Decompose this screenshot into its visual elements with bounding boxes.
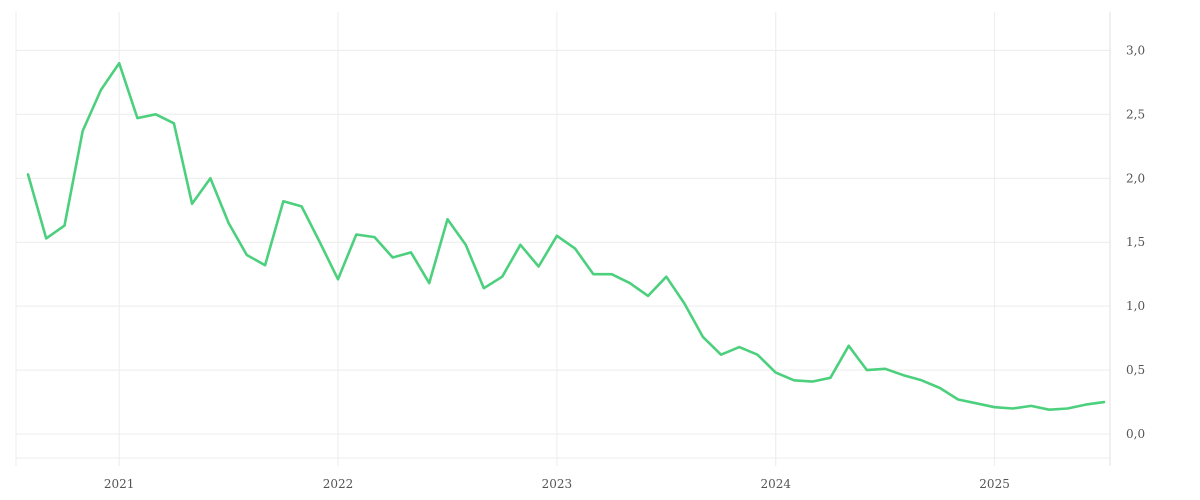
data-point[interactable] (554, 233, 560, 239)
data-point[interactable] (682, 301, 688, 307)
x-tick-label: 2023 (542, 477, 573, 491)
data-point[interactable] (335, 276, 341, 282)
data-point[interactable] (171, 120, 177, 126)
data-point[interactable] (645, 293, 651, 299)
data-point[interactable] (663, 274, 669, 280)
data-point[interactable] (445, 216, 451, 222)
data-point[interactable] (189, 201, 195, 207)
data-point[interactable] (1028, 403, 1034, 409)
data-point[interactable] (791, 377, 797, 383)
data-point[interactable] (755, 352, 761, 358)
data-point[interactable] (408, 249, 414, 255)
data-point[interactable] (25, 171, 31, 177)
x-tick-label: 2025 (979, 477, 1010, 491)
data-point[interactable] (207, 175, 213, 181)
data-point[interactable] (1065, 406, 1071, 412)
data-point[interactable] (517, 242, 523, 248)
data-point[interactable] (226, 220, 232, 226)
y-tick-label: 0,5 (1126, 363, 1145, 377)
data-point[interactable] (43, 235, 49, 241)
data-point[interactable] (536, 264, 542, 270)
data-point[interactable] (98, 87, 104, 93)
data-point[interactable] (973, 400, 979, 406)
y-tick-label: 2,0 (1126, 171, 1145, 185)
data-point[interactable] (299, 203, 305, 209)
data-point[interactable] (280, 198, 286, 204)
data-point[interactable] (992, 404, 998, 410)
y-tick-label: 2,5 (1126, 107, 1145, 121)
data-point[interactable] (736, 344, 742, 350)
data-point[interactable] (773, 370, 779, 376)
data-point[interactable] (390, 255, 396, 261)
data-point[interactable] (590, 271, 596, 277)
series-line (26, 61, 1106, 412)
data-point[interactable] (937, 385, 943, 391)
data-point[interactable] (153, 111, 159, 117)
data-point[interactable] (882, 366, 888, 372)
y-tick-label: 3,0 (1126, 43, 1145, 57)
x-tick-label: 2021 (104, 477, 135, 491)
x-tick-label: 2022 (323, 477, 354, 491)
data-point[interactable] (426, 280, 432, 286)
data-point[interactable] (463, 242, 469, 248)
data-point[interactable] (609, 271, 615, 277)
x-tick-label: 2024 (760, 477, 791, 491)
data-point[interactable] (1101, 399, 1107, 405)
data-point[interactable] (1083, 402, 1089, 408)
tick-labels: 0,0 0,5 1,0 1,5 2,0 2,5 3,0 2021 2022 2023 2024 202… (104, 43, 1145, 491)
series (25, 60, 1107, 413)
grid (16, 12, 1110, 466)
data-point[interactable] (262, 262, 268, 268)
data-point[interactable] (827, 375, 833, 381)
axes (15, 12, 1111, 466)
data-point[interactable] (317, 239, 323, 245)
data-point[interactable] (900, 372, 906, 378)
data-point[interactable] (353, 232, 359, 238)
data-point[interactable] (572, 246, 578, 252)
data-point[interactable] (809, 379, 815, 385)
data-point[interactable] (116, 60, 122, 66)
data-point[interactable] (718, 352, 724, 358)
data-point[interactable] (864, 367, 870, 373)
data-point[interactable] (372, 234, 378, 240)
data-point[interactable] (1010, 406, 1016, 412)
data-point[interactable] (846, 343, 852, 349)
data-point[interactable] (134, 115, 140, 121)
data-point[interactable] (955, 397, 961, 403)
data-point[interactable] (1046, 407, 1052, 413)
y-tick-label: 1,0 (1126, 299, 1145, 313)
y-tick-label: 1,5 (1126, 235, 1145, 249)
data-point[interactable] (80, 128, 86, 134)
data-point[interactable] (919, 377, 925, 383)
data-point[interactable] (499, 274, 505, 280)
data-point[interactable] (481, 285, 487, 291)
data-point[interactable] (244, 252, 250, 258)
data-point[interactable] (700, 334, 706, 340)
y-tick-label: 0,0 (1126, 427, 1145, 441)
data-point[interactable] (62, 223, 68, 229)
data-point[interactable] (627, 280, 633, 286)
